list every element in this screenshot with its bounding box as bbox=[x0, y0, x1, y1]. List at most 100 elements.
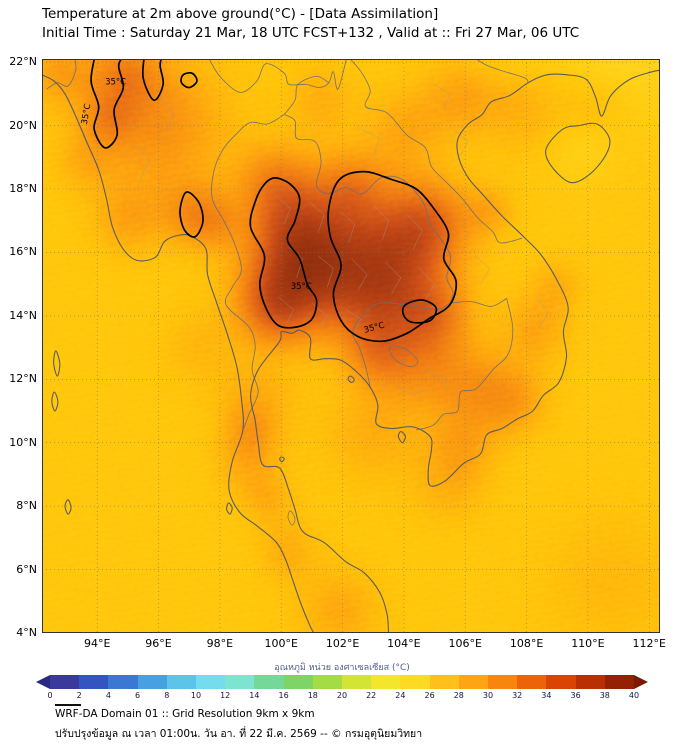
x-axis-tick-label: 104°E bbox=[387, 637, 421, 650]
colorbar-segment bbox=[283, 675, 313, 689]
province-boundary bbox=[308, 201, 325, 234]
page-subtitle: Initial Time : Saturday 21 Mar, 18 UTC F… bbox=[42, 25, 580, 41]
map-frame bbox=[42, 59, 660, 633]
province-boundary bbox=[535, 296, 549, 329]
colorbar-tick-label: 10 bbox=[190, 691, 202, 700]
colorbar-tick-label: 38 bbox=[599, 691, 610, 700]
colorbar-right-arrow bbox=[634, 675, 649, 689]
colorbar-tick-label: 0 bbox=[47, 691, 53, 700]
temperature-field-canvas bbox=[42, 59, 660, 633]
colorbar-segment bbox=[50, 675, 80, 689]
province-boundary bbox=[351, 258, 368, 291]
colorbar-label: อุณหภูมิ หน่วย องศาเซลเซียส (°C) bbox=[274, 663, 410, 673]
map-overlay-svg: 35°C 35°C 35°C 35°C bbox=[42, 59, 660, 633]
x-axis-tick-label: 106°E bbox=[448, 637, 482, 650]
province-boundary bbox=[434, 84, 451, 110]
phu-quoc-island bbox=[397, 431, 406, 444]
x-axis-tick-label: 96°E bbox=[145, 637, 172, 650]
province-boundary bbox=[422, 369, 448, 393]
colorbar-tick-label: 20 bbox=[336, 691, 348, 700]
y-axis-tick-label: 22°N bbox=[9, 55, 37, 69]
andaman-island-north bbox=[53, 350, 61, 377]
colorbar-segment bbox=[371, 675, 401, 689]
country-border bbox=[449, 298, 507, 307]
temperature-contour-35c bbox=[141, 59, 165, 102]
colorbar-segment bbox=[488, 675, 518, 689]
y-axis-tick-label: 12°N bbox=[9, 372, 37, 386]
mainland-east-coast bbox=[250, 69, 660, 633]
y-axis-tick-label: 8°N bbox=[16, 499, 37, 513]
lake-outline bbox=[287, 510, 296, 526]
nicobar-island bbox=[64, 499, 72, 515]
koh-chang-island bbox=[347, 375, 355, 384]
colorbar-tick-label: 32 bbox=[512, 691, 523, 700]
andaman-island-south bbox=[51, 391, 59, 412]
province-boundary bbox=[397, 385, 429, 396]
y-axis-tick-label: 18°N bbox=[9, 182, 37, 196]
y-axis-tick-label: 16°N bbox=[9, 245, 37, 259]
x-axis-tick-label: 112°E bbox=[632, 637, 666, 650]
colorbar-segment bbox=[429, 675, 459, 689]
province-boundary bbox=[274, 195, 291, 224]
colorbar-tick-label: 6 bbox=[135, 691, 141, 700]
x-axis-tick-label: 100°E bbox=[264, 637, 298, 650]
province-boundary bbox=[345, 309, 362, 329]
province-boundary bbox=[474, 255, 491, 285]
country-border bbox=[349, 59, 523, 244]
country-border bbox=[283, 75, 330, 115]
temperature-contour-35c bbox=[90, 59, 125, 149]
colorbar-segment bbox=[517, 675, 547, 689]
samui-island bbox=[279, 456, 285, 463]
page-title: Temperature at 2m above ground(°C) - [Da… bbox=[42, 6, 439, 22]
colorbar-tick-label: 14 bbox=[249, 691, 260, 700]
colorbar-tick-label: 40 bbox=[628, 691, 640, 700]
colorbar-tick-label: 4 bbox=[105, 691, 111, 700]
colorbar-tick-label: 26 bbox=[424, 691, 435, 700]
x-axis-tick-label: 110°E bbox=[571, 637, 605, 650]
colorbar-segment bbox=[458, 675, 489, 689]
colorbar-tick-label: 24 bbox=[395, 691, 406, 700]
colorbar-tick-label: 2 bbox=[76, 691, 82, 700]
y-axis-tick-label: 6°N bbox=[16, 562, 37, 576]
province-boundary bbox=[158, 93, 175, 132]
province-boundary bbox=[385, 261, 402, 294]
province-boundary bbox=[360, 128, 380, 158]
colorbar-tick-label: 30 bbox=[482, 691, 494, 700]
province-boundary bbox=[278, 296, 294, 323]
mainland-west-coast bbox=[42, 74, 315, 633]
colorbar-segment bbox=[254, 675, 284, 689]
colorbar-tick-label: 22 bbox=[366, 691, 377, 700]
province-boundary bbox=[373, 204, 389, 240]
province-boundary bbox=[339, 211, 356, 243]
country-border bbox=[208, 59, 347, 93]
y-axis-tick-label: 10°N bbox=[9, 435, 37, 449]
colorbar-left-arrow bbox=[36, 675, 50, 689]
colorbar-segment bbox=[546, 675, 576, 689]
province-boundary bbox=[317, 255, 334, 288]
colorbar-segment bbox=[400, 675, 430, 689]
contour-label: 35°C bbox=[363, 321, 386, 336]
colorbar-segment bbox=[108, 675, 138, 689]
colorbar-ticks: 0 2 4 6 8 10 12 14 16 18 20 22 24 26 28 30 32 34 36 38 40 bbox=[36, 691, 648, 703]
colorbar-tick-label: 8 bbox=[164, 691, 170, 700]
country-border bbox=[416, 298, 514, 431]
country-border bbox=[475, 59, 529, 84]
temperature-contour-35c bbox=[401, 299, 438, 324]
colorbar-segment bbox=[137, 675, 167, 689]
x-axis-tick-label: 102°E bbox=[325, 637, 360, 650]
temperature-contour-35c bbox=[179, 191, 204, 238]
hainan-island bbox=[545, 122, 611, 184]
colorbar-segment bbox=[342, 675, 372, 689]
province-boundary bbox=[287, 245, 303, 278]
x-axis-tick-label: 108°E bbox=[509, 637, 544, 650]
colorbar-segment bbox=[166, 675, 197, 689]
temperature-contour-35c bbox=[327, 170, 458, 343]
temperature-contour-35c bbox=[249, 177, 318, 329]
colorbar-tick-label: 34 bbox=[541, 691, 552, 700]
colorbar-segment bbox=[312, 675, 343, 689]
province-boundary bbox=[133, 144, 150, 180]
colorbar-tick-label: 36 bbox=[570, 691, 581, 700]
colorbar-tick-label: 16 bbox=[278, 691, 289, 700]
colorbar-tick-label: 18 bbox=[307, 691, 318, 700]
x-axis-tick-label: 98°E bbox=[206, 637, 234, 650]
